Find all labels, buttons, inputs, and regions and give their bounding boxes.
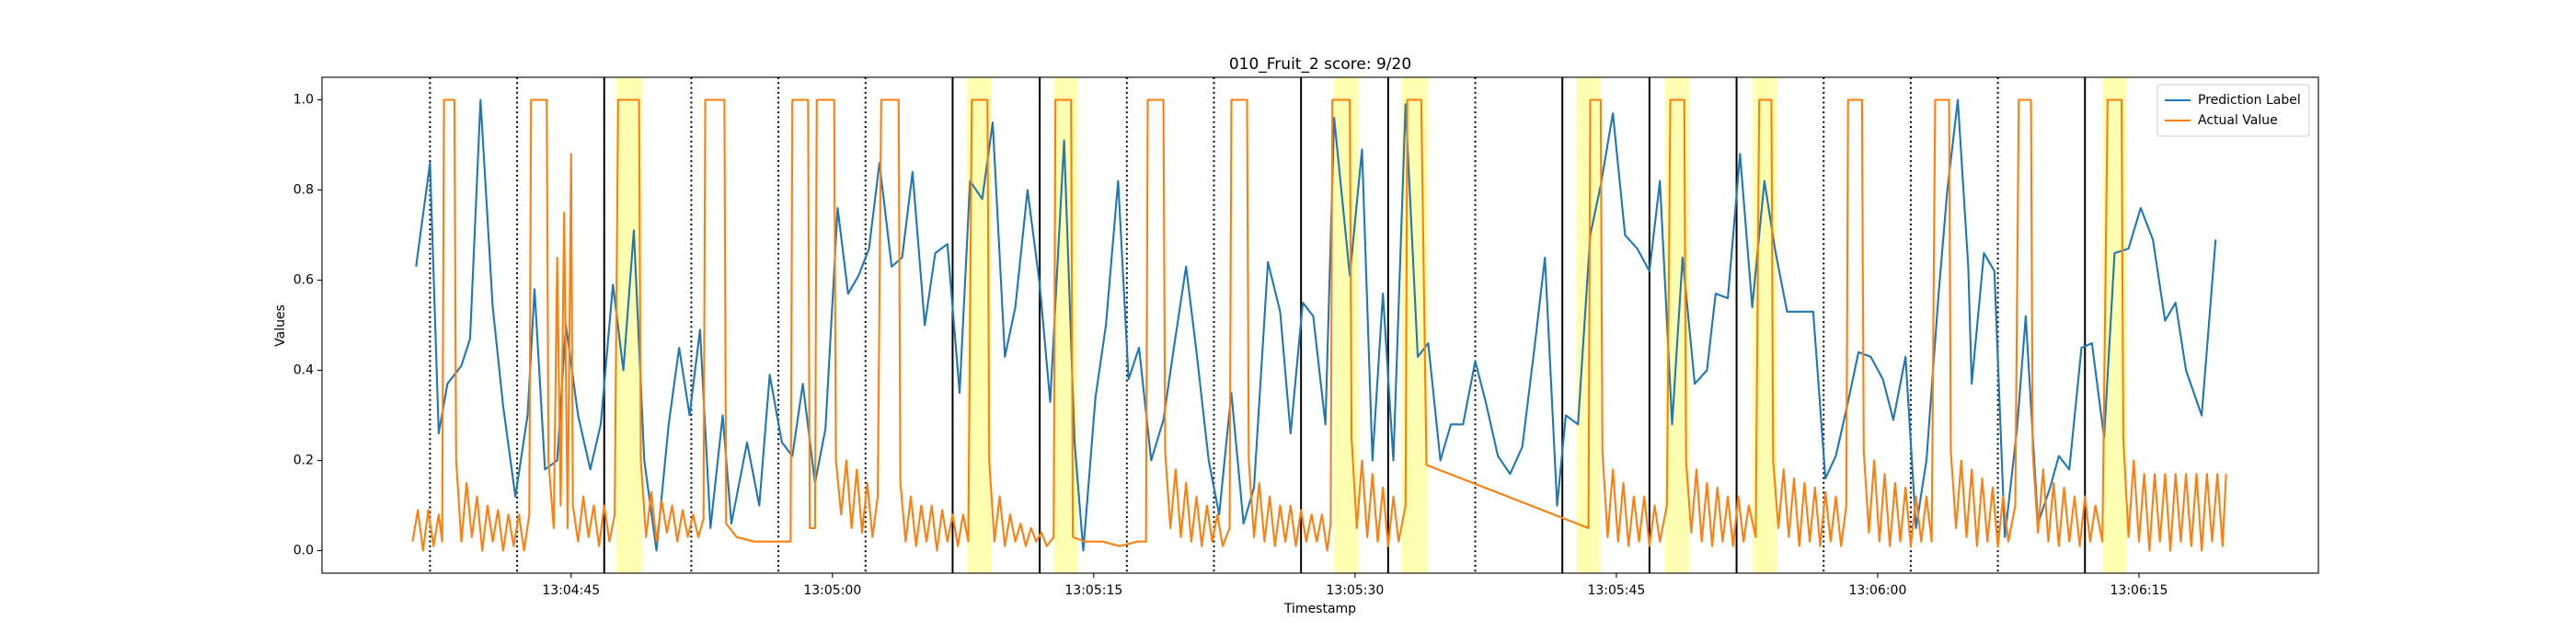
series-line (411, 98, 2227, 552)
y-axis-label: Values (273, 305, 288, 347)
chart-title: 010_Fruit_2 score: 9/20 (1229, 55, 1411, 74)
y-tick-label: 0.4 (293, 363, 314, 378)
legend-label: Actual Value (2198, 113, 2278, 128)
plot-frame (321, 76, 2319, 574)
x-tick-label: 13:05:15 (1064, 583, 1122, 598)
axes-layer: 13:04:45 13:05:00 13:05:15 13:05:30 13:05:45… (293, 76, 2319, 598)
x-tick-label: 13:06:00 (1848, 583, 1906, 598)
x-tick-label: 13:05:30 (1326, 583, 1384, 598)
series-layer (411, 98, 2227, 552)
y-tick-label: 0.8 (293, 183, 314, 198)
x-tick-label: 13:05:00 (803, 583, 861, 598)
y-tick-label: 1.0 (293, 93, 314, 108)
legend-label: Prediction Label (2198, 93, 2301, 108)
x-axis-label: Timestamp (1283, 602, 1356, 616)
series-line (415, 98, 2217, 552)
x-tick-label: 13:05:45 (1587, 583, 1645, 598)
legend-box (2156, 84, 2310, 137)
x-tick-label: 13:06:15 (2110, 583, 2168, 598)
y-tick-label: 0.0 (293, 544, 314, 558)
highlight-span (1053, 77, 1078, 573)
x-tick-label: 13:04:45 (542, 583, 600, 598)
y-tick-label: 0.6 (293, 273, 314, 288)
y-tick-label: 0.2 (293, 454, 314, 468)
